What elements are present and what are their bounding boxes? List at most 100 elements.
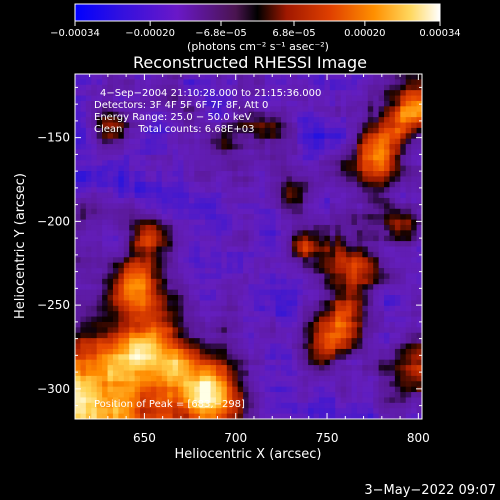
heatmap-cell xyxy=(183,316,190,323)
heatmap-cell xyxy=(253,268,260,274)
heatmap-cell xyxy=(291,74,298,80)
heatmap-cell xyxy=(167,359,173,366)
heatmap-cell xyxy=(351,305,358,312)
heatmap-cell xyxy=(318,413,325,419)
heatmap-cell xyxy=(378,257,385,264)
heatmap-cell xyxy=(308,133,314,140)
heatmap-cell xyxy=(243,402,249,409)
heatmap-cell xyxy=(129,95,136,102)
heatmap-cell xyxy=(270,251,277,258)
heatmap-cell xyxy=(340,413,347,419)
heatmap-cell xyxy=(194,386,201,393)
heatmap-cell xyxy=(394,95,401,102)
heatmap-cell xyxy=(411,284,417,291)
heatmap-cell xyxy=(389,149,396,156)
heatmap-cell xyxy=(356,338,363,344)
heatmap-cell xyxy=(102,165,108,172)
heatmap-cell xyxy=(373,197,380,204)
heatmap-cell xyxy=(221,133,228,140)
heatmap-cell xyxy=(356,365,363,371)
heatmap-cell xyxy=(384,375,390,382)
heatmap-cell xyxy=(367,230,374,237)
heatmap-cell xyxy=(112,397,119,404)
heatmap-cell xyxy=(416,370,422,377)
heatmap-cell xyxy=(140,246,146,253)
heatmap-cell xyxy=(286,171,293,177)
heatmap-cell xyxy=(340,122,347,129)
heatmap-cell xyxy=(123,214,130,220)
heatmap-cell xyxy=(324,84,331,91)
heatmap-cell xyxy=(281,392,287,398)
heatmap-cell xyxy=(134,338,141,344)
heatmap-cell xyxy=(411,111,417,118)
heatmap-cell xyxy=(188,84,195,91)
heatmap-cell xyxy=(85,278,92,285)
heatmap-cell xyxy=(340,300,347,307)
heatmap-cell xyxy=(243,289,249,296)
heatmap-cell xyxy=(308,138,314,145)
heatmap-cell xyxy=(329,289,336,296)
heatmap-cell xyxy=(210,90,217,96)
heatmap-cell xyxy=(102,90,108,96)
heatmap-cell xyxy=(188,370,195,377)
heatmap-cell xyxy=(411,224,417,231)
heatmap-cell xyxy=(123,181,130,188)
heatmap-cell xyxy=(308,241,314,247)
heatmap-cell xyxy=(318,197,325,204)
heatmap-cell xyxy=(205,359,211,366)
heatmap-cell xyxy=(405,106,412,113)
heatmap-cell xyxy=(172,300,179,307)
heatmap-cell xyxy=(129,230,136,237)
heatmap-cell xyxy=(400,100,407,107)
heatmap-cell xyxy=(156,100,163,107)
heatmap-cell xyxy=(91,365,98,371)
heatmap-cell xyxy=(335,284,342,291)
heatmap-cell xyxy=(335,359,342,366)
heatmap-cell xyxy=(340,111,347,118)
heatmap-cell xyxy=(237,402,244,409)
heatmap-cell xyxy=(226,122,233,129)
heatmap-cell xyxy=(389,268,396,274)
heatmap-cell xyxy=(351,278,358,285)
heatmap-cell xyxy=(405,397,412,404)
heatmap-cell xyxy=(253,160,260,167)
heatmap-cell xyxy=(259,262,266,269)
heatmap-cell xyxy=(270,413,277,419)
heatmap-cell xyxy=(275,268,282,274)
heatmap-cell xyxy=(346,127,352,134)
heatmap-cell xyxy=(172,144,179,150)
heatmap-cell xyxy=(346,144,352,150)
heatmap-cell xyxy=(140,127,146,134)
heatmap-cell xyxy=(411,246,417,253)
heatmap-cell xyxy=(112,375,119,382)
heatmap-cell xyxy=(226,203,233,210)
heatmap-cell xyxy=(243,348,249,355)
heatmap-cell xyxy=(145,332,152,339)
heatmap-cell xyxy=(302,343,309,350)
heatmap-cell xyxy=(378,284,385,291)
heatmap-cell xyxy=(161,375,168,382)
heatmap-cell xyxy=(91,160,98,167)
heatmap-cell xyxy=(389,138,396,145)
heatmap-cell xyxy=(161,413,168,419)
heatmap-cell xyxy=(140,332,146,339)
heatmap-cell xyxy=(378,95,385,102)
heatmap-cell xyxy=(85,111,92,118)
heatmap-cell xyxy=(313,214,320,220)
heatmap-cell xyxy=(248,224,255,231)
heatmap-cell xyxy=(123,90,130,96)
heatmap-cell xyxy=(308,305,314,312)
heatmap-cell xyxy=(313,154,320,161)
heatmap-cell xyxy=(259,289,266,296)
heatmap-cell xyxy=(313,106,320,113)
heatmap-cell xyxy=(270,149,277,156)
heatmap-cell xyxy=(275,375,282,382)
heatmap-cell xyxy=(102,321,108,328)
heatmap-cell xyxy=(199,321,206,328)
heatmap-cell xyxy=(362,79,369,86)
heatmap-cell xyxy=(183,160,190,167)
heatmap-cell xyxy=(232,365,239,371)
heatmap-cell xyxy=(145,144,152,150)
heatmap-cell xyxy=(91,90,98,96)
heatmap-cell xyxy=(85,381,92,388)
